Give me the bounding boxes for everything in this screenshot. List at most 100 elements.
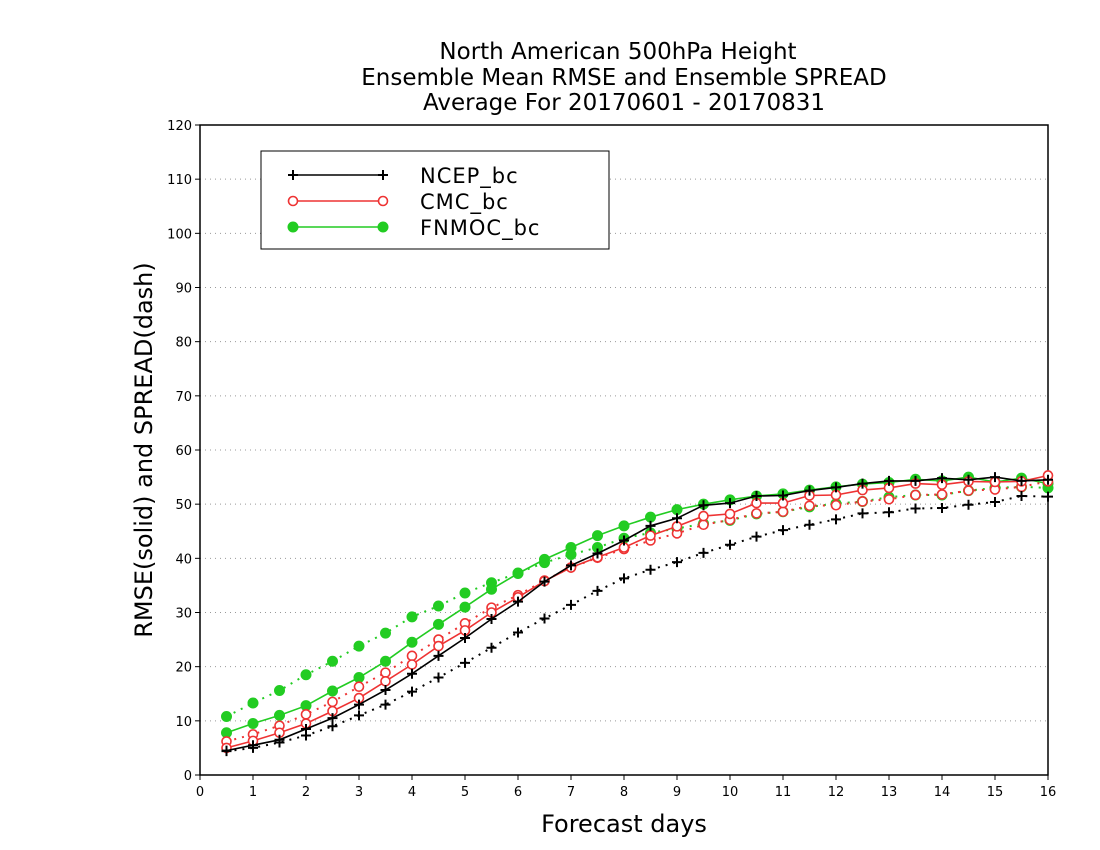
- title-line-1: North American 500hPa Height: [439, 39, 796, 65]
- ncep-bc-spread-point: [1016, 491, 1027, 502]
- ncep-bc-rmse-point: [221, 745, 232, 756]
- cmc-bc-spread-point: [380, 667, 391, 678]
- ncep-bc-rmse-point: [645, 520, 656, 531]
- fnmoc-bc-rmse-point: [671, 504, 683, 516]
- gridlines: [200, 178, 1048, 722]
- cmc-bc-rmse-point: [724, 508, 736, 520]
- legend-marker: [287, 221, 299, 233]
- ncep-bc-spread-point: [407, 686, 417, 697]
- fnmoc-bc-spread-point: [221, 711, 232, 722]
- ncep-bc-rmse-point: [1043, 474, 1053, 485]
- ncep-bc-rmse-point: [354, 699, 364, 710]
- x-tick-label: 10: [722, 785, 739, 800]
- fnmoc-bc-rmse-line: [226, 476, 1049, 734]
- ncep-bc-spread-point: [460, 657, 470, 668]
- y-tick-label: 30: [175, 607, 192, 622]
- x-tick-label: 4: [408, 785, 416, 800]
- fnmoc-bc-rmse-point: [618, 520, 630, 532]
- ncep-bc-rmse-point: [804, 485, 815, 496]
- x-tick-label: 0: [196, 785, 204, 800]
- y-tick-label: 80: [175, 336, 192, 351]
- ncep-bc-spread-point: [380, 699, 391, 710]
- ncep-bc-spread-point: [910, 503, 921, 514]
- cmc-bc-rmse-point: [406, 659, 418, 670]
- fnmoc-bc-spread-point: [433, 600, 444, 612]
- ncep-bc-spread-point: [513, 627, 523, 638]
- cmc-bc-spread-point: [910, 489, 921, 501]
- y-axis: 0 10 20 30 40 50 60 70 80 90 100 110 120: [167, 119, 200, 784]
- x-tick-label: 8: [620, 785, 628, 800]
- cmc-bc-spread-point: [936, 489, 948, 500]
- y-tick-label: 110: [167, 173, 192, 188]
- fnmoc-bc-spread-point: [406, 611, 418, 623]
- legend-marker: [377, 221, 389, 233]
- fnmoc-bc-rmse-point: [645, 511, 656, 523]
- ncep-bc-rmse-point: [592, 548, 603, 559]
- ncep-bc-spread-point: [831, 514, 841, 525]
- ncep-bc-rmse-point: [380, 684, 391, 695]
- ncep-bc-spread-line: [226, 494, 1049, 753]
- ncep-bc-spread-point: [751, 531, 762, 542]
- ncep-bc-spread-point: [592, 585, 603, 596]
- ncep-bc-rmse-point: [248, 740, 258, 751]
- ncep-bc-spread-point: [725, 539, 735, 550]
- ncep-bc-rmse-point: [274, 734, 285, 745]
- fnmoc-bc-spread-point: [247, 697, 259, 709]
- ncep-bc-rmse-point: [857, 478, 868, 489]
- fnmoc-bc-rmse-point: [565, 542, 577, 553]
- ncep-bc-rmse-point: [539, 576, 550, 587]
- series-group: [221, 470, 1054, 757]
- cmc-bc-rmse-line: [226, 474, 1049, 749]
- fnmoc-bc-spread-series: [221, 481, 1054, 722]
- y-tick-label: 20: [175, 661, 192, 676]
- x-axis: 0 1 2 3 4 5 6 7 8 9 10 11 12 13 14 15 16: [196, 775, 1056, 800]
- fnmoc-bc-rmse-series: [221, 471, 1054, 739]
- x-tick-label: 14: [934, 785, 951, 800]
- x-axis-title: Forecast days: [541, 810, 707, 838]
- cmc-bc-spread-point: [751, 508, 762, 519]
- ncep-bc-spread-point: [672, 557, 682, 568]
- fnmoc-bc-rmse-point: [353, 672, 365, 683]
- chart-title: North American 500hPa Height Ensemble Me…: [361, 39, 886, 116]
- ncep-bc-spread-point: [354, 710, 364, 721]
- cmc-bc-rmse-point: [698, 510, 709, 522]
- ncep-bc-rmse-point: [460, 632, 470, 643]
- fnmoc-bc-spread-point: [274, 685, 285, 696]
- x-tick-label: 9: [673, 785, 681, 800]
- fnmoc-bc-rmse-point: [406, 636, 418, 648]
- cmc-bc-spread-point: [857, 496, 868, 507]
- y-tick-label: 100: [167, 227, 192, 242]
- legend-box: [260, 150, 610, 250]
- ncep-bc-rmse-point: [884, 475, 894, 486]
- fnmoc-bc-spread-point: [300, 669, 312, 681]
- cmc-bc-spread-point: [830, 499, 842, 511]
- ncep-bc-spread-point: [566, 599, 576, 610]
- fnmoc-bc-rmse-point: [247, 718, 259, 730]
- legend-marker: [288, 170, 298, 180]
- fnmoc-bc-spread-point: [353, 640, 365, 652]
- ncep-bc-rmse-point: [937, 473, 947, 484]
- ncep-bc-spread-point: [884, 507, 894, 518]
- ncep-bc-rmse-point: [301, 723, 311, 734]
- ncep-bc-spread-point: [645, 564, 656, 575]
- ncep-bc-spread-point: [698, 547, 709, 558]
- cmc-bc-spread-point: [883, 493, 895, 505]
- y-tick-label: 0: [184, 769, 192, 784]
- ncep-bc-spread-point: [433, 672, 444, 683]
- y-tick-label: 120: [167, 119, 192, 134]
- fnmoc-bc-rmse-point: [592, 530, 603, 542]
- ncep-bc-rmse-point: [831, 482, 841, 493]
- cmc-bc-rmse-point: [645, 530, 656, 541]
- x-tick-label: 12: [828, 785, 845, 800]
- ncep-bc-rmse-point: [778, 490, 788, 501]
- ncep-bc-rmse-point: [963, 474, 974, 485]
- cmc-bc-rmse-point: [380, 675, 391, 687]
- fnmoc-bc-rmse-point: [486, 583, 497, 595]
- fnmoc-bc-rmse-point: [459, 601, 471, 613]
- cmc-bc-spread-point: [963, 485, 974, 496]
- cmc-bc-spread-point: [353, 681, 365, 693]
- fnmoc-bc-spread-point: [327, 655, 338, 667]
- x-tick-label: 5: [461, 785, 469, 800]
- cmc-bc-spread-point: [327, 696, 338, 708]
